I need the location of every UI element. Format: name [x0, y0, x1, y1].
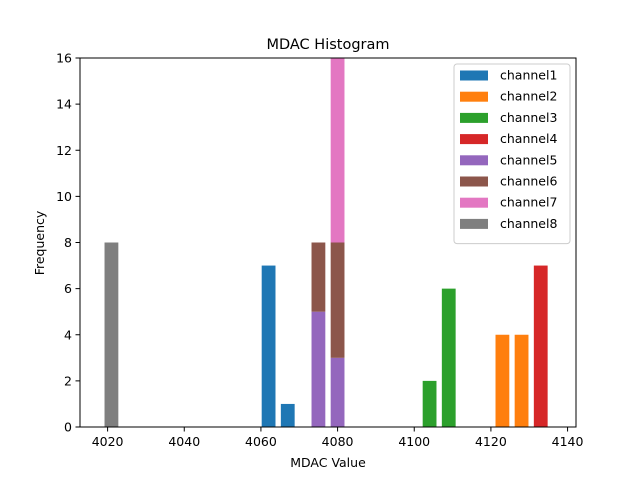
legend-label-channel6: channel6 — [500, 174, 557, 189]
y-axis-label: Frequency — [32, 210, 47, 275]
y-tick-label: 14 — [56, 97, 72, 112]
legend-swatch-channel4 — [460, 134, 488, 145]
bar-channel6-4080 — [330, 242, 345, 358]
x-tick-label: 4100 — [398, 434, 430, 449]
bar-channel7-4080 — [330, 58, 345, 243]
legend-swatch-channel2 — [460, 91, 488, 102]
bar-channel4-4133 — [533, 265, 548, 427]
x-tick-label: 4040 — [168, 434, 200, 449]
x-tick-label: 4080 — [322, 434, 354, 449]
legend-swatch-channel3 — [460, 112, 488, 123]
bar-channel6-4075 — [311, 242, 326, 312]
legend-swatch-channel5 — [460, 155, 488, 166]
y-ticks: 0 2 4 6 8 10 12 14 16 — [56, 51, 80, 435]
x-ticks: 4020 4040 4060 4080 4100 4120 4140 — [92, 427, 584, 449]
legend-label-channel2: channel2 — [500, 89, 557, 104]
bar-channel2-4128 — [514, 334, 529, 427]
legend-swatch-channel7 — [460, 197, 488, 208]
legend-label-channel4: channel4 — [500, 131, 557, 146]
x-axis-label: MDAC Value — [290, 455, 366, 470]
legend-label-channel3: channel3 — [500, 110, 557, 125]
y-tick-label: 8 — [64, 235, 72, 250]
y-tick-label: 0 — [64, 420, 72, 435]
bars-layer — [104, 58, 548, 428]
bar-channel5-4080 — [330, 357, 345, 427]
bar-channel2-4123 — [495, 334, 510, 427]
chart-title: MDAC Histogram — [266, 37, 389, 53]
y-tick-label: 4 — [64, 327, 72, 342]
y-tick-label: 10 — [56, 189, 72, 204]
x-tick-label: 4140 — [552, 434, 584, 449]
legend-swatch-channel6 — [460, 176, 488, 187]
legend-swatch-channel1 — [460, 70, 488, 81]
y-tick-label: 6 — [64, 281, 72, 296]
y-tick-label: 12 — [56, 143, 72, 158]
bar-channel8-4021 — [104, 242, 119, 427]
bar-channel1-4067 — [280, 403, 295, 427]
legend: channel1 channel2 channel3 channel4 channel5… — [453, 63, 571, 245]
legend-swatch-channel8 — [460, 218, 488, 229]
x-tick-label: 4020 — [92, 434, 124, 449]
legend-label-channel5: channel5 — [500, 152, 557, 167]
x-tick-label: 4060 — [245, 434, 277, 449]
y-tick-label: 16 — [56, 51, 72, 66]
bar-channel3-4104 — [422, 380, 437, 428]
x-tick-label: 4120 — [475, 434, 507, 449]
legend-label-channel8: channel8 — [500, 216, 557, 231]
y-tick-label: 2 — [64, 373, 72, 388]
bar-channel1-4062 — [261, 265, 276, 427]
bar-channel3-4109 — [441, 288, 456, 428]
bar-channel5-4075 — [311, 311, 326, 427]
legend-label-channel7: channel7 — [500, 195, 557, 210]
legend-label-channel1: channel1 — [500, 68, 557, 83]
